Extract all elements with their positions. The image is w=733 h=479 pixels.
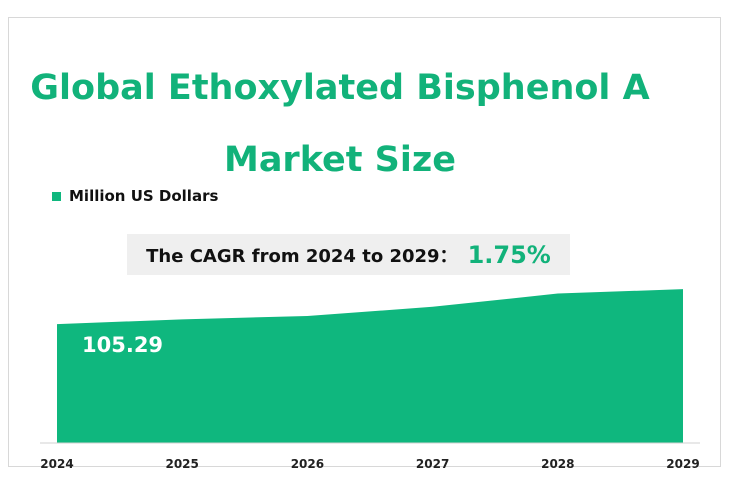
x-tick-label: 2028 bbox=[541, 457, 574, 471]
cagr-value: 1.75% bbox=[467, 240, 551, 269]
cagr-text: The CAGR from 2024 to 2029： bbox=[146, 245, 458, 267]
area bbox=[57, 289, 683, 443]
x-tick-label: 2026 bbox=[291, 457, 324, 471]
legend-label: Million US Dollars bbox=[69, 187, 219, 205]
cagr-box: The CAGR from 2024 to 2029： 1.75% bbox=[127, 234, 570, 275]
card bbox=[8, 17, 721, 467]
x-tick-label: 2027 bbox=[416, 457, 449, 471]
chart-title: Global Ethoxylated Bisphenol A Market Si… bbox=[30, 68, 650, 180]
x-tick-label: 2029 bbox=[666, 457, 699, 471]
legend: Million US Dollars bbox=[52, 187, 218, 205]
data-label: 105.29 bbox=[82, 333, 163, 357]
legend-swatch bbox=[52, 191, 61, 201]
x-tick-label: 2025 bbox=[165, 457, 198, 471]
x-tick-label: 2024 bbox=[40, 457, 73, 471]
